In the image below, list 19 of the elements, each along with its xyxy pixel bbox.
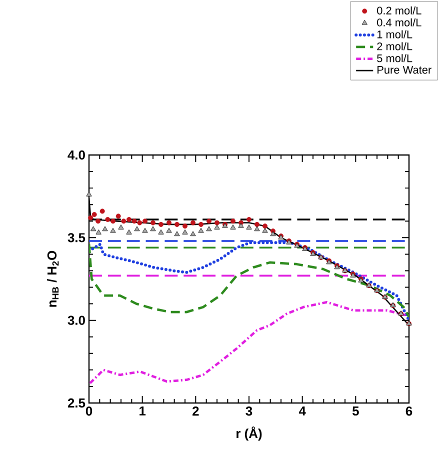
x-tick-label: 2 — [192, 406, 199, 416]
legend-label: 1 mol/L — [377, 30, 412, 38]
legend-label: 5 mol/L — [377, 54, 412, 62]
y-tick-label: 4.0 — [68, 150, 85, 160]
y-tick-label: 3.0 — [68, 316, 85, 325]
x-tick-label: 6 — [406, 406, 412, 416]
legend-label: 0.4 mol/L — [377, 18, 422, 26]
x-tick-label: 0 — [86, 406, 92, 416]
y-tick-label: 2.5 — [68, 398, 86, 408]
y-tick-label: 3.5 — [68, 233, 86, 242]
x-tick-label: 4 — [298, 406, 306, 416]
y-axis-title: n$_{HB}$ / H$_{2}$O — [47, 250, 59, 307]
x-tick-label: 1 — [140, 406, 146, 416]
legend-label: 0.2 mol/L — [377, 6, 422, 14]
x-tick-label: 5 — [352, 406, 359, 416]
legend-label: 2 mol/L — [377, 42, 412, 50]
legend-label: Pure Water — [378, 66, 432, 74]
x-tick-label: 3 — [246, 406, 252, 416]
x-axis-title: r (Å) — [236, 426, 262, 441]
